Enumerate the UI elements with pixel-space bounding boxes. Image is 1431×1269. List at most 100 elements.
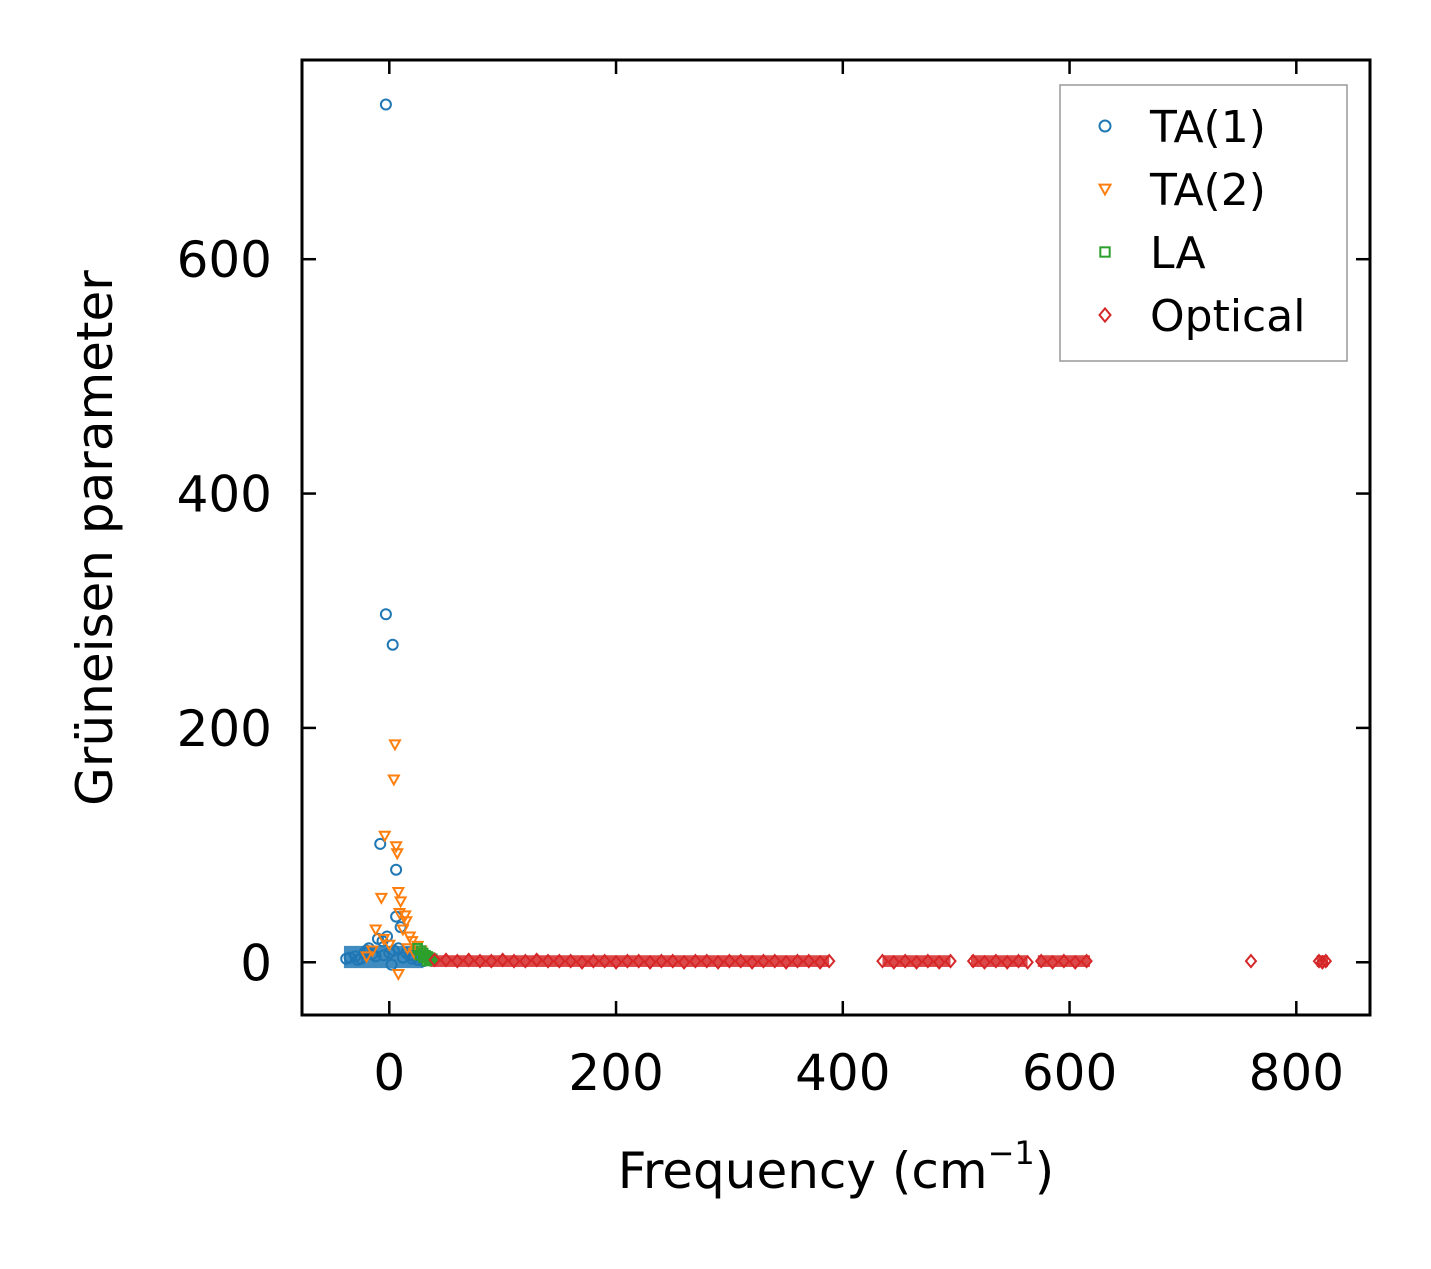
point-optical-51: [1057, 953, 1071, 969]
point-optical-8: [519, 953, 532, 969]
x-axis-title-main: Frequency (cm: [618, 1142, 988, 1200]
point-optical-33: [802, 953, 816, 969]
optical-dense-band-5: [1316, 955, 1329, 967]
legend-label-la: LA: [1150, 228, 1206, 279]
point-optical-12: [564, 953, 578, 969]
optical-dense-band-1: [430, 955, 830, 967]
point-optical-49: [1034, 953, 1048, 969]
point-optical-36: [876, 953, 889, 969]
x-axis-title: Frequency (cm−1): [618, 1134, 1055, 1200]
point-ta-1--2: [386, 638, 399, 651]
point-optical-9: [530, 952, 543, 968]
point-ta-2--7: [393, 896, 408, 909]
point-optical-14: [587, 953, 600, 969]
x-tick-label-800: 800: [1249, 1044, 1344, 1102]
point-optical-3: [462, 952, 475, 968]
legend-label-ta-1: TA(1): [1149, 102, 1266, 153]
point-optical-37: [887, 954, 901, 970]
point-optical-10: [541, 953, 555, 969]
point-optical-45: [989, 953, 1003, 969]
x-tick-label-400: 400: [795, 1044, 890, 1102]
point-ta-1--4: [390, 863, 403, 876]
point-ta-1--19: [377, 949, 390, 962]
point-ta-2--1: [387, 774, 401, 787]
point-optical-39: [910, 954, 923, 970]
point-optical-43: [966, 953, 980, 969]
optical-dense-band-4: [1037, 955, 1090, 967]
point-optical-18: [632, 953, 646, 969]
y-axis-title: Grüneisen parameter: [66, 270, 124, 806]
point-optical-15: [598, 953, 612, 969]
point-optical-16: [609, 954, 623, 970]
point-optical-48: [1021, 954, 1034, 970]
plot-frame: [300, 58, 1372, 1017]
point-optical-54: [1244, 953, 1258, 969]
optical-dense-band-3: [970, 955, 1028, 967]
point-ta-2--19: [391, 968, 406, 982]
point-optical-46: [1000, 954, 1014, 970]
point-optical-27: [734, 953, 748, 969]
point-optical-22: [677, 954, 691, 970]
point-optical-38: [898, 953, 912, 969]
point-ta-1--3: [374, 837, 387, 850]
point-ta-2--24: [400, 943, 415, 956]
legend: TA(1) TA(2) LA Optical: [1059, 84, 1348, 362]
legend-label-optical: Optical: [1150, 291, 1305, 342]
point-ta-2--15: [398, 910, 412, 923]
point-ta-2--2: [378, 830, 392, 843]
point-optical-40: [921, 953, 935, 969]
point-optical-35: [822, 953, 836, 969]
point-optical-7: [507, 953, 521, 969]
point-optical-32: [791, 953, 804, 969]
point-optical-11: [553, 953, 566, 969]
point-ta-2--6: [391, 886, 406, 900]
point-ta-2--25: [376, 933, 391, 946]
legend-marker-la: [1099, 246, 1111, 258]
point-ta-2--0: [388, 739, 402, 752]
x-tick-label-200: 200: [568, 1044, 663, 1102]
point-optical-4: [473, 953, 487, 969]
y-tick-label-0: 0: [240, 934, 272, 992]
legend-marker-optical: [1098, 306, 1112, 324]
y-tick-label-200: 200: [177, 700, 272, 758]
x-tick-label-600: 600: [1022, 1044, 1117, 1102]
data-marks: [340, 98, 1333, 982]
point-ta-2--9: [396, 924, 410, 937]
point-optical-5: [485, 953, 498, 969]
point-optical-26: [723, 953, 736, 969]
point-optical-24: [700, 953, 714, 969]
point-ta-2--20: [382, 939, 396, 952]
point-optical-25: [711, 954, 725, 970]
point-ta-1--31: [385, 958, 398, 971]
legend-marker-ta-1: [1098, 119, 1112, 133]
point-optical-17: [621, 953, 634, 969]
point-optical-29: [757, 953, 770, 969]
point-optical-52: [1068, 954, 1082, 970]
optical-dense-band-2: [882, 955, 951, 967]
point-ta-1--1: [379, 608, 392, 621]
point-optical-44: [978, 954, 991, 970]
point-optical-19: [643, 954, 657, 970]
point-ta-1--29: [351, 953, 364, 966]
point-optical-21: [666, 953, 680, 969]
point-la-11: [425, 954, 437, 966]
point-optical-50: [1046, 954, 1059, 970]
axis-ticks: 0 200 400 600 800 0 200 400 600: [177, 60, 1370, 1102]
y-tick-label-400: 400: [177, 466, 272, 524]
legend-label-ta-2: TA(2): [1149, 165, 1266, 216]
point-optical-31: [779, 954, 793, 970]
point-ta-1--24: [340, 952, 353, 965]
point-optical-41: [932, 954, 946, 970]
point-optical-34: [813, 954, 827, 970]
x-axis-title-superscript: −1: [988, 1134, 1035, 1172]
point-optical-23: [689, 953, 702, 969]
point-ta-2--16: [365, 945, 379, 958]
point-ta-2--5: [374, 892, 389, 905]
point-ta-2--22: [359, 951, 374, 964]
point-optical-6: [496, 952, 509, 968]
point-optical-13: [575, 954, 589, 970]
point-ta-2--4: [390, 848, 404, 861]
point-ta-2--10: [368, 924, 383, 937]
